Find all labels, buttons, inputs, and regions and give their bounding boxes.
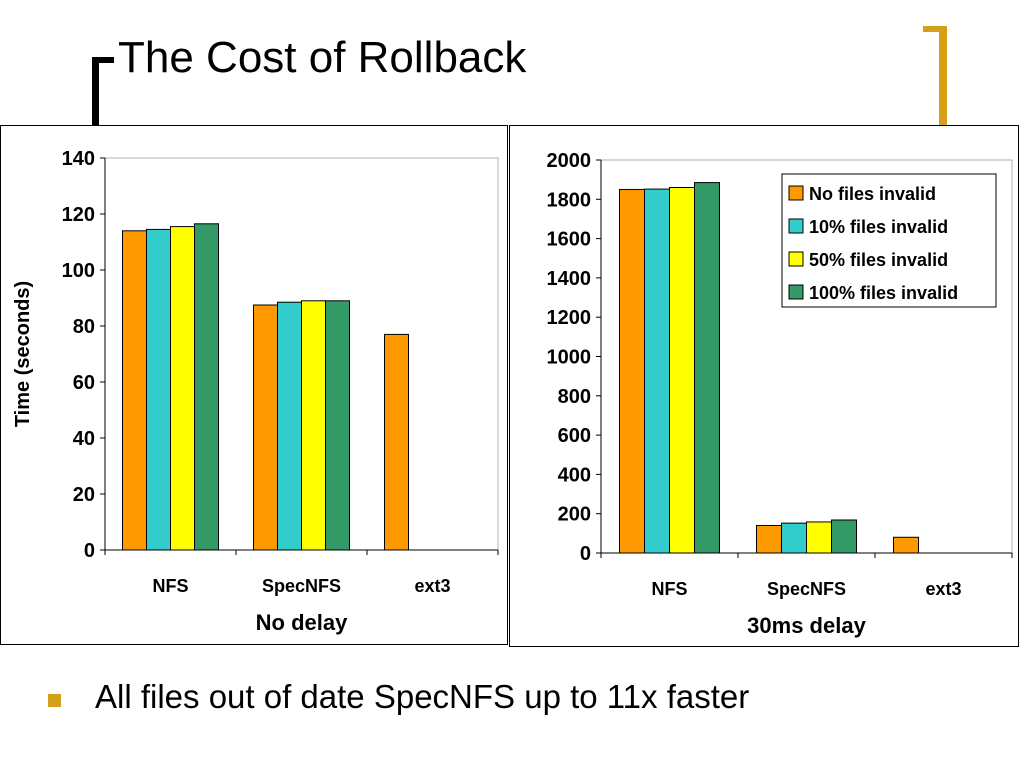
bar [831,519,857,554]
legend-swatch [788,284,804,300]
legend-label: No files invalid [809,184,936,204]
y-tick-label: 800 [558,386,591,408]
bar [277,301,302,551]
y-tick-label: 140 [62,148,95,170]
x-category-label: ext3 [414,576,450,596]
y-tick-label: 1000 [547,347,592,369]
bar [384,333,409,551]
y-tick-label: 600 [558,425,591,447]
chart-30ms-delay: 0 200 400 600 800 1000 1200 1400 1600 1800 2000 NFS… [547,150,1013,638]
y-tick-label: 1600 [547,229,592,251]
bar [893,536,919,554]
x-category-label: SpecNFS [262,576,341,596]
bullet-text: All files out of date SpecNFS up to 11x … [95,678,750,715]
bar [146,228,171,551]
y-tick-label: 100 [62,260,95,282]
y-tick-label: 200 [558,504,591,526]
title-bracket-right [923,26,947,126]
chart-panel-no-delay: 0 20 40 60 80 100 120 140 NFS SpecNFS ext3 No delay… [0,125,508,645]
bullet-square-icon [48,694,61,707]
bar [806,521,832,554]
x-axis-label: No delay [256,610,348,635]
x-category-label: SpecNFS [767,579,846,599]
y-tick-label: 60 [73,372,95,394]
y-tick-label: 40 [73,428,95,450]
legend-swatch [788,185,804,201]
bar [756,524,782,554]
y-tick-label: 2000 [547,150,592,172]
legend-label: 50% files invalid [809,250,948,270]
x-axis-label: 30ms delay [747,613,866,638]
y-tick-label: 0 [580,543,591,565]
bar [194,223,219,551]
bar [694,182,720,554]
bar [170,226,195,551]
y-tick-label: 80 [73,316,95,338]
y-tick-label: 120 [62,204,95,226]
y-tick-label: 1400 [547,268,592,290]
bar [669,187,695,554]
x-category-label: ext3 [925,579,961,599]
slide-title: The Cost of Rollback [118,33,527,82]
legend-swatch [788,251,804,267]
legend-label: 10% files invalid [809,217,948,237]
chart-panel-30ms-delay: 0 200 400 600 800 1000 1200 1400 1600 1800 2000 NFS… [509,125,1019,647]
legend-box [781,173,997,308]
bar [619,188,645,554]
y-axis-label: Time (seconds) [12,281,34,427]
chart-no-delay: 0 20 40 60 80 100 120 140 NFS SpecNFS ext3 No delay… [12,148,499,635]
y-tick-label: 400 [558,464,591,486]
bar [781,522,807,554]
legend-label: 100% files invalid [809,283,958,303]
x-category-label: NFS [153,576,189,596]
y-tick-label: 0 [84,540,95,562]
legend-swatch [788,218,804,234]
y-tick-label: 20 [73,484,95,506]
bar [253,304,278,551]
bar [325,300,350,551]
bar [644,188,670,554]
title-bracket-left [92,57,114,127]
y-tick-label: 1800 [547,189,592,211]
y-tick-label: 1200 [547,307,592,329]
x-category-label: NFS [652,579,688,599]
bar [122,230,147,551]
bar [301,300,326,551]
